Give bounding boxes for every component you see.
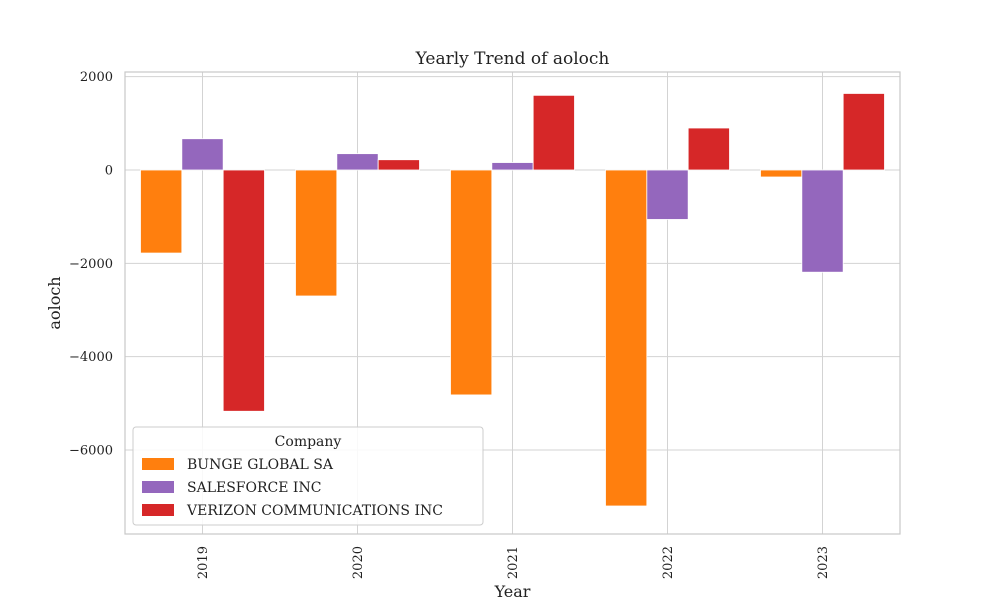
x-axis-label: Year — [494, 582, 531, 600]
legend-box — [132, 426, 484, 526]
y-tick-label: −6000 — [69, 444, 113, 459]
bar-salesforce-inc-2021 — [491, 162, 534, 171]
bar-verizon-communications-inc-2022 — [687, 127, 730, 171]
legend-label: BUNGE GLOBAL SA — [187, 457, 334, 473]
legend-items: BUNGE GLOBAL SA SALESFORCE INC VERIZON COM… — [142, 457, 443, 519]
bar-verizon-communications-inc-2023 — [842, 93, 885, 171]
bar-bunge-global-sa-2020 — [295, 169, 338, 297]
bar-salesforce-inc-2020 — [336, 153, 379, 171]
x-tick-label: 2023 — [816, 546, 831, 579]
y-tick-label: −4000 — [69, 350, 113, 365]
bars — [140, 93, 885, 507]
bar-verizon-communications-inc-2020 — [377, 159, 420, 171]
y-tick-label: −2000 — [69, 257, 113, 272]
bar-bunge-global-sa-2019 — [140, 169, 183, 254]
bar-salesforce-inc-2019 — [181, 138, 224, 171]
bar-salesforce-inc-2022 — [646, 169, 689, 220]
chart-title: Yearly Trend of aoloch — [415, 49, 610, 69]
x-tick-label: 2019 — [196, 546, 211, 579]
bar-bunge-global-sa-2023 — [760, 169, 803, 178]
x-tick-label: 2022 — [661, 546, 676, 579]
ticks: 2000 0 −2000 −4000 −6000 2019 2020 2021 2022 2023 — [69, 70, 831, 579]
legend-swatch — [142, 458, 174, 470]
bar-verizon-communications-inc-2021 — [532, 94, 575, 171]
x-tick-label: 2020 — [351, 546, 366, 579]
legend-label: VERIZON COMMUNICATIONS INC — [186, 503, 443, 519]
bar-bunge-global-sa-2021 — [450, 169, 493, 396]
legend-label: SALESFORCE INC — [187, 480, 321, 496]
legend: Company BUNGE GLOBAL SA SALESFORCE INC VER… — [132, 426, 484, 526]
bar-salesforce-inc-2023 — [801, 169, 844, 273]
legend-swatch — [142, 481, 174, 493]
y-axis-label: aoloch — [45, 276, 64, 329]
legend-title: Company — [275, 434, 342, 450]
y-tick-label: 0 — [105, 164, 113, 179]
bar-bunge-global-sa-2022 — [605, 169, 648, 507]
legend-swatch — [142, 504, 174, 516]
x-tick-label: 2021 — [506, 546, 521, 579]
bar-verizon-communications-inc-2019 — [222, 169, 265, 412]
plot-frame — [124, 71, 901, 535]
y-tick-label: 2000 — [80, 70, 113, 85]
